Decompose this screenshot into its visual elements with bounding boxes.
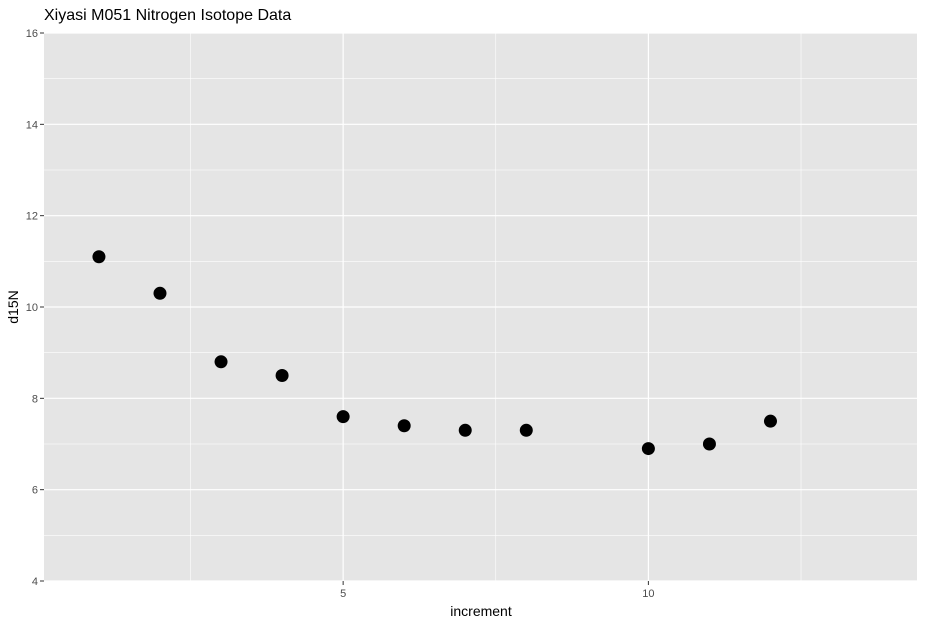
y-axis-title: d15N bbox=[5, 290, 21, 323]
data-point bbox=[641, 442, 655, 456]
y-tick-label: 10 bbox=[26, 302, 38, 314]
data-point bbox=[92, 250, 106, 264]
data-points bbox=[92, 250, 777, 456]
y-tick-label: 14 bbox=[26, 119, 38, 131]
y-tick-label: 12 bbox=[26, 211, 38, 223]
data-point bbox=[275, 369, 289, 382]
data-point bbox=[153, 286, 167, 300]
y-tick-label: 8 bbox=[32, 393, 38, 405]
x-tick-label: 5 bbox=[340, 588, 346, 600]
data-point bbox=[763, 414, 777, 428]
data-point bbox=[519, 423, 533, 437]
y-tick-label: 4 bbox=[32, 576, 38, 588]
y-tick-label: 16 bbox=[26, 28, 38, 40]
x-axis: 5 10 bbox=[340, 581, 655, 600]
chart-title: Xiyasi M051 Nitrogen Isotope Data bbox=[44, 7, 291, 24]
y-tick-label: 6 bbox=[32, 485, 38, 497]
data-point bbox=[458, 423, 472, 437]
data-point bbox=[336, 410, 350, 424]
data-point bbox=[702, 437, 716, 451]
data-point bbox=[397, 419, 411, 433]
y-axis: 4 6 8 10 12 14 16 bbox=[26, 28, 44, 588]
data-point bbox=[214, 355, 228, 369]
x-axis-title: increment bbox=[450, 603, 512, 619]
x-tick-label: 10 bbox=[642, 588, 654, 600]
major-gridlines bbox=[44, 32, 917, 582]
